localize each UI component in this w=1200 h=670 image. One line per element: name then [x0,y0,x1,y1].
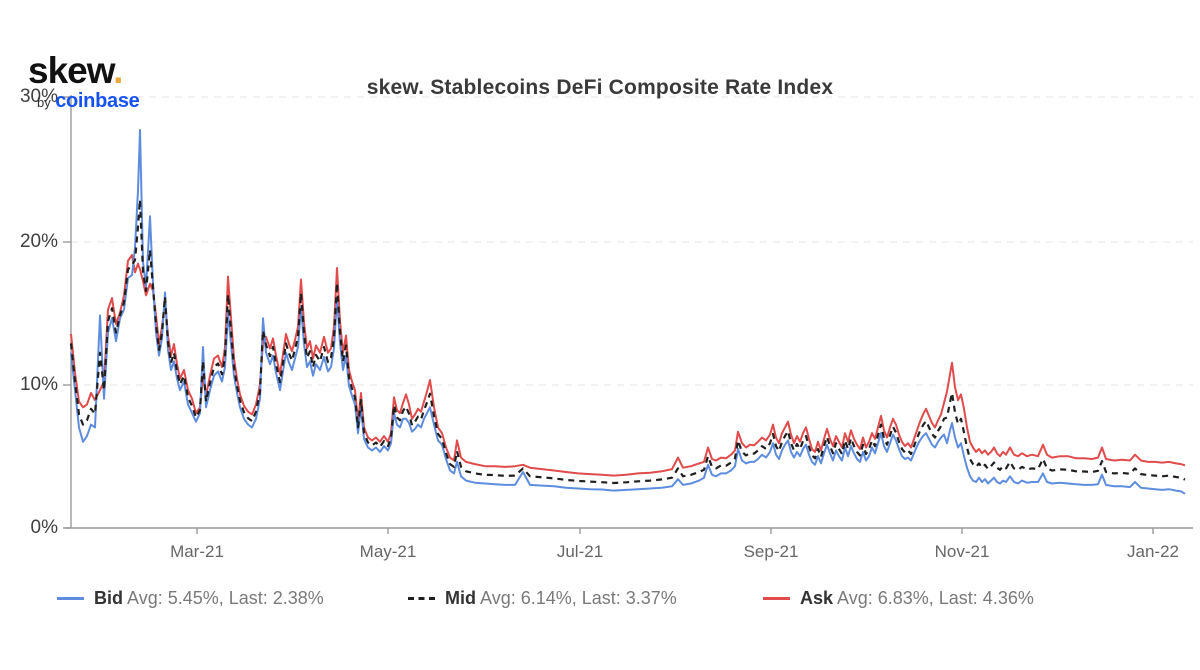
bid-legend-name: Bid [94,588,123,608]
mid-series-line[interactable] [69,198,1186,485]
y-tick-label-0: 0% [30,517,58,538]
chart-title: skew. Stablecoins DeFi Composite Rate In… [366,76,834,99]
ask-legend-swatch [763,597,790,600]
skew-logo-word: skew [28,50,114,91]
y-tick-label-10: 10% [19,374,58,395]
bid-legend-swatch [57,597,84,600]
bid-series-line[interactable] [70,129,1186,495]
x-tick-label-mar21: Mar-21 [170,542,224,561]
x-axis-ticks [196,528,1154,534]
mid-legend-detail: Avg: 6.14%, Last: 3.37% [480,588,677,608]
logo-by-text: by [37,95,51,110]
ask-series-line[interactable] [70,254,1186,477]
legend-item-bid[interactable]: Bid Avg: 5.45%, Last: 2.38% [57,588,324,609]
bid-legend-detail: Avg: 5.45%, Last: 2.38% [127,588,324,608]
mid-legend-name: Mid [445,588,476,608]
x-tick-label-sep21: Sep-21 [743,542,799,561]
ask-legend-detail: Avg: 6.83%, Last: 4.36% [837,588,1034,608]
chart-legend: Bid Avg: 5.45%, Last: 2.38% Mid Avg: 6.1… [0,588,1200,618]
y-axis-ticks [63,96,71,529]
skew-logo-dot: . [113,50,123,91]
mid-legend-swatch [408,597,435,600]
x-tick-label-jan22: Jan-22 [1127,542,1179,561]
x-tick-label-nov21: Nov-21 [934,542,990,561]
skew-coinbase-logo: skew. by coinbase [28,52,140,111]
y-tick-label-20: 20% [19,231,58,252]
legend-item-ask[interactable]: Ask Avg: 6.83%, Last: 4.36% [763,588,1034,609]
ask-legend-name: Ask [800,588,834,608]
y-tick-label-30: 30% [19,86,58,107]
x-tick-label-may21: May-21 [359,542,417,561]
x-tick-label-jul21: Jul-21 [556,542,604,561]
coinbase-logo-text: coinbase [55,90,140,112]
legend-item-mid[interactable]: Mid Avg: 6.14%, Last: 3.37% [408,588,677,609]
